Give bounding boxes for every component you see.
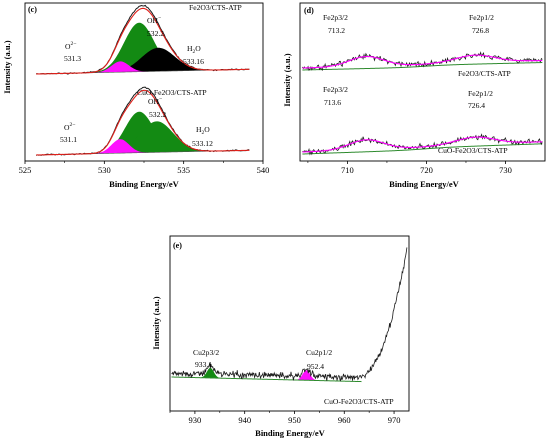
panel-d-peak-label-3: Fe2p3/2 xyxy=(323,85,348,94)
panel-d-series-label-1: Fe2O3/CTS-ATP xyxy=(458,69,511,78)
panel-c-oh-label-bottom: OH− xyxy=(148,96,162,106)
panel-d-top-spectrum xyxy=(302,51,543,72)
panel-e-tick-label: 960 xyxy=(338,415,351,425)
panel-d-peak-label-4: Fe2p1/2 xyxy=(468,89,493,98)
panel-e-x-axis-title: Binding Energy/eV xyxy=(255,428,326,438)
panel-d-x-axis-title: Binding Energy/eV xyxy=(389,179,460,189)
panel-e-peak-label-1: Cu2p3/2 xyxy=(193,348,219,357)
panel-c-tick-label: 530 xyxy=(98,165,111,175)
panel-c-top-spectrum xyxy=(36,4,250,75)
panel-d-top-raw-data-line xyxy=(302,51,543,72)
panel-c-h2o-value-top: 533.16 xyxy=(183,57,204,66)
panel-e-frame xyxy=(169,235,410,412)
panel-e-spectrum xyxy=(171,247,408,383)
panel-d-peak-value-3: 713.6 xyxy=(324,98,341,107)
panel-e-series-label-1: CuO-Fe2O3/CTS-ATP xyxy=(324,397,394,406)
panel-d-bottom-spectrum xyxy=(302,133,543,156)
panel-d: 710 720 730 (d) Intensity (a.u.) Fe2p3/2 7… xyxy=(282,2,546,189)
panel-d-y-axis-title: Intensity (a.u.) xyxy=(282,53,292,106)
panel-c-tick-label: 540 xyxy=(257,165,270,175)
panel-d-label: (d) xyxy=(304,6,314,15)
panel-e-tick-label: 970 xyxy=(388,415,401,425)
panel-e-baseline xyxy=(171,376,362,383)
panel-c-label: (c) xyxy=(28,5,37,14)
panel-e-y-axis-title: Intensity (a.u.) xyxy=(151,296,161,349)
panel-e-x-ticks: 930 940 950 960 970 xyxy=(169,411,401,425)
panel-c-o2-value-bottom: 531.1 xyxy=(60,135,77,144)
panel-d-peak-value-2: 726.8 xyxy=(472,26,489,35)
panel-d-peak-value-4: 726.4 xyxy=(468,101,485,110)
panel-c-h2o-value-bottom: 533.12 xyxy=(192,139,213,148)
panel-c: 525 530 535 540 (c) Intensity (a.u.) Fe2O3/… xyxy=(2,2,270,189)
panel-d-peak-label-2: Fe2p1/2 xyxy=(469,13,494,22)
panel-c-series-label-2: CuO-Fe2O3/CTS-ATP xyxy=(137,88,207,97)
panel-c-oh-label-top: OH− xyxy=(147,15,161,25)
panel-d-tick-label: 730 xyxy=(499,165,512,175)
panel-c-bottom-envelope-line xyxy=(36,89,250,156)
panel-c-h2o-label-bottom: H2O xyxy=(196,125,210,136)
panel-e-peak-value-2: 952.4 xyxy=(307,362,324,371)
panel-e-peak-value-1: 933.1 xyxy=(195,360,212,369)
panel-e-cu2p32-peak xyxy=(199,367,221,379)
panel-d-top-baseline xyxy=(302,62,543,71)
panel-e-label: (e) xyxy=(173,241,182,250)
panel-e-tick-label: 930 xyxy=(189,415,202,425)
panel-d-tick-label: 710 xyxy=(341,165,354,175)
panel-c-x-ticks: 525 530 535 540 xyxy=(19,161,270,175)
panel-c-o2-label-top: O2− xyxy=(65,41,76,51)
panel-c-h2o-label-top: H2O xyxy=(187,44,201,55)
panel-e-cu2p12-peak xyxy=(295,370,317,381)
panel-d-top-fit-line xyxy=(302,54,543,69)
panel-e-raw-data-line xyxy=(171,247,408,382)
panel-c-oh-value-bottom: 532.2 xyxy=(149,110,166,119)
panel-d-bottom-fit-line xyxy=(302,136,543,153)
panel-e: 930 940 950 960 970 (e) Intensity (a.u.) Cu2… xyxy=(151,235,410,438)
panel-d-peak-label-1: Fe2p3/2 xyxy=(323,13,348,22)
panel-d-series-label-2: CuO-Fe2O3/CTS-ATP xyxy=(438,146,508,155)
panel-c-top-oh-peak xyxy=(36,22,250,75)
panel-d-frame xyxy=(299,2,546,162)
panel-c-y-axis-title: Intensity (a.u.) xyxy=(2,40,12,93)
panel-e-tick-label: 950 xyxy=(288,415,301,425)
panel-c-bottom-spectrum xyxy=(35,86,250,156)
panel-c-tick-label: 525 xyxy=(19,165,32,175)
panel-c-bottom-h2o-peak xyxy=(36,121,250,155)
panel-c-oh-value-top: 532.2 xyxy=(147,29,164,38)
panel-c-series-label-1: Fe2O3/CTS-ATP xyxy=(189,3,242,12)
panel-c-o2-label-bottom: O2− xyxy=(64,122,75,132)
panel-c-x-axis-title: Binding Energy/eV xyxy=(109,179,180,189)
panel-d-tick-label: 720 xyxy=(420,165,433,175)
panel-d-bottom-baseline xyxy=(302,143,543,155)
panel-d-peak-value-1: 713.2 xyxy=(328,26,345,35)
panel-c-tick-label: 535 xyxy=(177,165,190,175)
panel-c-o2-value-top: 531.3 xyxy=(64,54,81,63)
panel-e-tick-label: 940 xyxy=(238,415,251,425)
panel-d-x-ticks: 710 720 730 xyxy=(307,161,512,175)
panel-e-peak-label-2: Cu2p1/2 xyxy=(306,348,332,357)
panel-c-top-h2o-peak xyxy=(36,47,250,74)
panel-c-top-envelope-line xyxy=(36,7,250,75)
